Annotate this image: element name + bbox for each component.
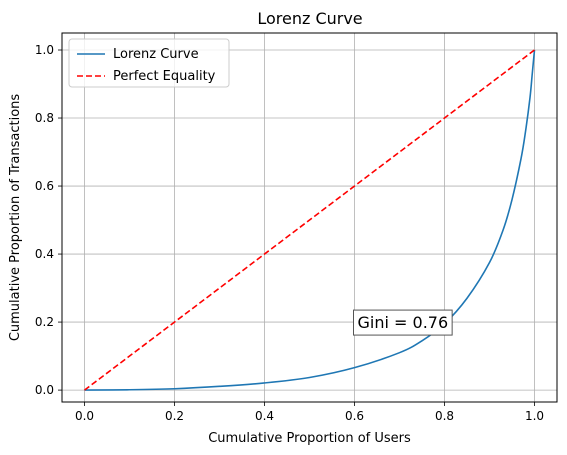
x-tick-label: 0.8 (435, 409, 454, 423)
x-axis-label: Cumulative Proportion of Users (208, 431, 411, 446)
legend-label: Perfect Equality (113, 69, 216, 84)
y-tick-label: 1.0 (35, 43, 54, 57)
annotation-text: Gini = 0.76 (358, 313, 449, 332)
gini-annotation: Gini = 0.76 (353, 309, 453, 336)
series-line-perfect-equality (84, 49, 535, 391)
y-tick-label: 0.6 (35, 179, 54, 193)
x-tick-label: 0.0 (75, 409, 94, 423)
legend-box (68, 38, 230, 88)
plot-frame (61, 32, 558, 403)
x-tick-label: 0.4 (255, 409, 274, 423)
y-axis-label: Cumulative Proportion of Transactions (8, 94, 23, 342)
axis-ticks: 0.0 0.2 0.4 0.6 0.8 1.0 0.0 0.2 0.4 0.6 0.8 1.0 (35, 43, 544, 423)
x-tick-label: 0.2 (165, 409, 184, 423)
x-tick-label: 0.6 (345, 409, 364, 423)
y-tick-label: 0.2 (35, 315, 54, 329)
legend: Lorenz Curve Perfect Equality (68, 38, 230, 88)
x-tick-label: 1.0 (525, 409, 544, 423)
annotation-box (353, 309, 453, 336)
chart-title: Lorenz Curve (257, 9, 362, 28)
plot-lines (84, 49, 536, 391)
y-tick-label: 0.4 (35, 247, 54, 261)
y-tick-label: 0.0 (35, 383, 54, 397)
y-tick-label: 0.8 (35, 111, 54, 125)
legend-label: Lorenz Curve (113, 47, 199, 62)
annotations: Gini = 0.76 (353, 309, 453, 336)
